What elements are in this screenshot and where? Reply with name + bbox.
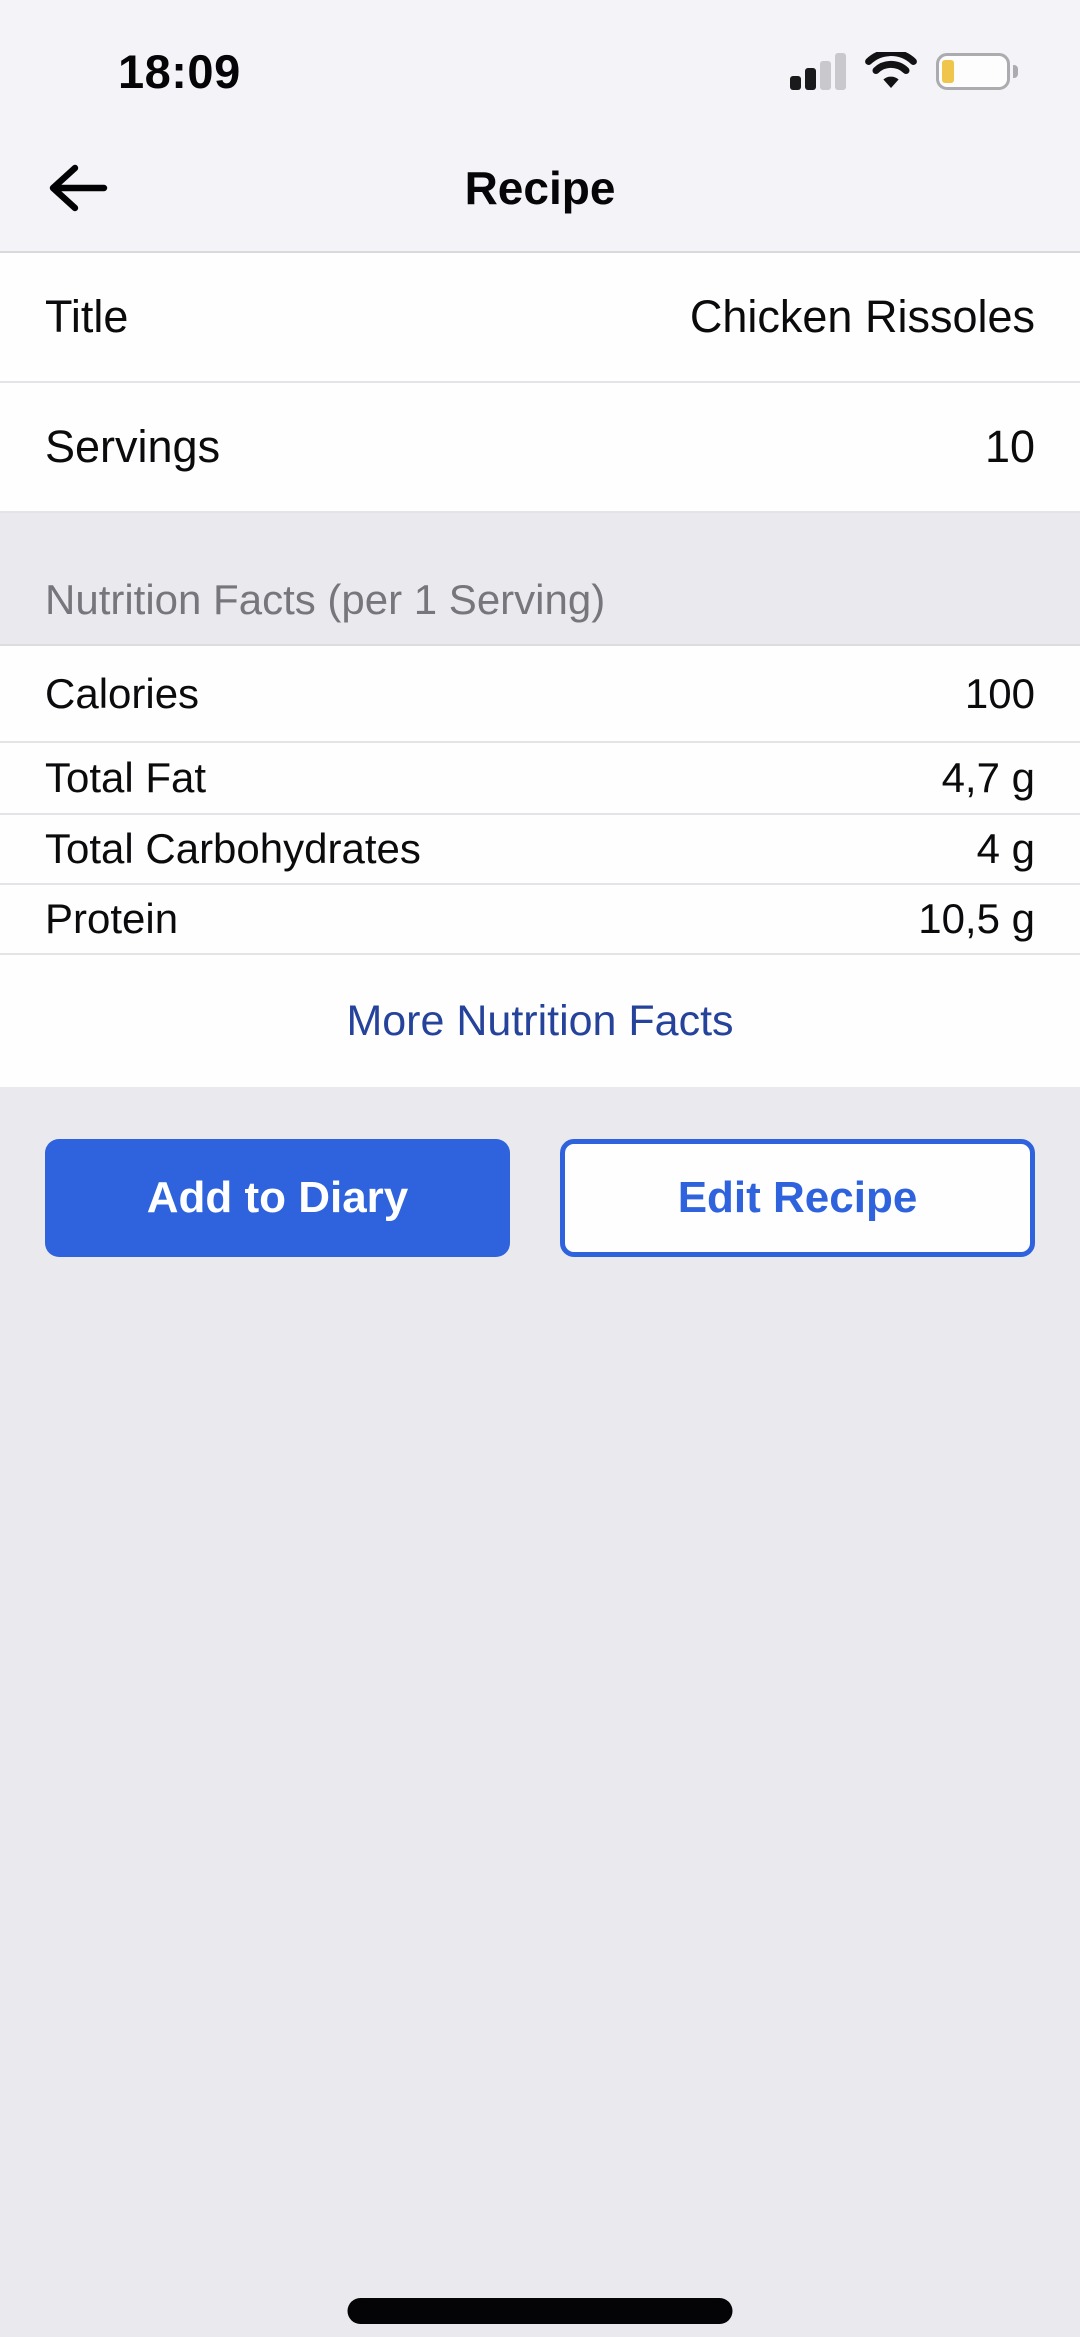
recipe-servings-value: 10	[984, 421, 1035, 472]
nutrition-row-calories: Calories 100	[0, 646, 1080, 743]
calories-label: Calories	[45, 669, 200, 717]
protein-value: 10,5 g	[918, 895, 1035, 942]
wifi-icon	[865, 52, 917, 88]
recipe-title-label: Title	[45, 291, 129, 342]
nutrition-row-protein: Protein 10,5 g	[0, 885, 1080, 955]
calories-value: 100	[964, 669, 1035, 717]
action-buttons: Add to Diary Edit Recipe	[0, 1087, 1080, 1257]
status-bar: 18:09	[0, 0, 1080, 125]
battery-charge-level	[942, 59, 954, 83]
recipe-servings-label: Servings	[45, 421, 221, 472]
total-carbohydrates-value: 4 g	[976, 825, 1035, 872]
nutrition-row-total-fat: Total Fat 4,7 g	[0, 743, 1080, 815]
recipe-title-row: Title Chicken Rissoles	[0, 253, 1080, 383]
status-bar-icons	[790, 51, 1018, 91]
battery-icon	[936, 52, 1018, 90]
more-nutrition-facts-area: More Nutrition Facts	[0, 955, 1080, 1087]
back-button[interactable]	[38, 149, 116, 227]
home-indicator[interactable]	[347, 2298, 733, 2324]
cellular-signal-icon	[790, 52, 846, 90]
nutrition-section-header: Nutrition Facts (per 1 Serving)	[0, 513, 1080, 646]
action-area: Add to Diary Edit Recipe	[0, 1087, 1080, 2337]
total-fat-label: Total Fat	[45, 754, 207, 801]
protein-label: Protein	[45, 895, 179, 942]
page-title: Recipe	[464, 162, 616, 214]
back-arrow-icon	[49, 164, 108, 212]
recipe-servings-row: Servings 10	[0, 383, 1080, 513]
nutrition-row-total-carbohydrates: Total Carbohydrates 4 g	[0, 815, 1080, 885]
total-carbohydrates-label: Total Carbohydrates	[45, 825, 421, 872]
more-nutrition-facts-link[interactable]: More Nutrition Facts	[346, 996, 734, 1045]
add-to-diary-button[interactable]: Add to Diary	[45, 1139, 510, 1257]
total-fat-value: 4,7 g	[941, 754, 1035, 801]
nav-bar: Recipe	[0, 125, 1080, 253]
recipe-title-value: Chicken Rissoles	[689, 291, 1035, 342]
edit-recipe-button[interactable]: Edit Recipe	[560, 1139, 1035, 1257]
nutrition-section-title: Nutrition Facts (per 1 Serving)	[45, 576, 606, 623]
status-bar-clock: 18:09	[118, 45, 241, 98]
